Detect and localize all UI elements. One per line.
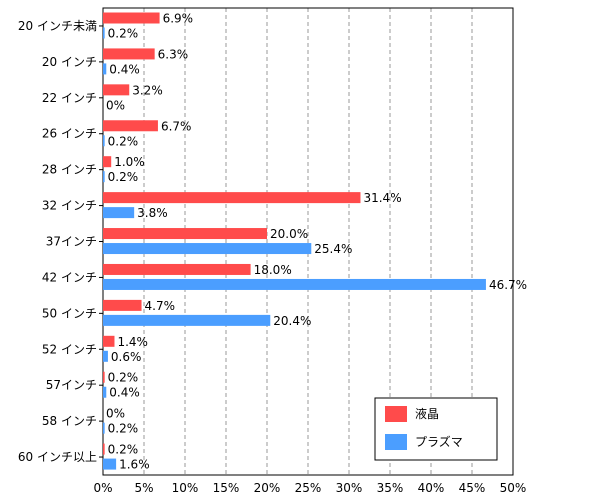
data-label: 1.6% — [119, 458, 149, 472]
x-tick-label: 5% — [134, 481, 153, 495]
x-tick-label: 0% — [93, 481, 112, 495]
bar — [103, 243, 312, 255]
bar — [103, 371, 105, 383]
category-label: 58 インチ — [42, 414, 97, 428]
legend-swatch — [385, 406, 407, 422]
x-tick-label: 25% — [295, 481, 322, 495]
data-label: 0.2% — [108, 170, 139, 184]
data-label: 0.6% — [111, 350, 142, 364]
data-label: 25.4% — [314, 242, 352, 256]
bar — [103, 171, 105, 183]
x-tick-label: 15% — [213, 481, 240, 495]
bar — [103, 299, 142, 311]
category-label: 32 インチ — [42, 199, 97, 213]
bar — [103, 84, 130, 96]
x-tick-label: 40% — [418, 481, 445, 495]
category-label: 42 インチ — [42, 270, 97, 284]
x-tick-label: 30% — [336, 481, 363, 495]
data-label: 4.7% — [145, 299, 176, 313]
data-label: 20.0% — [270, 227, 308, 241]
bar — [103, 192, 361, 204]
bar — [103, 458, 117, 470]
legend-label: 液晶 — [415, 406, 439, 421]
category-label: 20 インチ未満 — [18, 19, 97, 33]
data-label: 46.7% — [489, 278, 527, 292]
data-label: 0% — [106, 407, 125, 421]
bar — [103, 228, 267, 240]
bar — [103, 443, 105, 455]
bar — [103, 207, 135, 219]
x-tick-label: 20% — [254, 481, 281, 495]
x-tick-label: 45% — [459, 481, 486, 495]
bar — [103, 335, 115, 347]
data-label: 0.4% — [109, 62, 140, 76]
bar — [103, 156, 112, 168]
bar — [103, 422, 105, 434]
bar — [103, 120, 158, 132]
category-label: 50 インチ — [42, 306, 97, 320]
data-label: 1.0% — [114, 155, 145, 169]
bar — [103, 63, 107, 75]
data-label: 0.2% — [108, 27, 139, 41]
data-label: 6.3% — [158, 47, 189, 61]
data-label: 6.7% — [161, 119, 192, 133]
legend-swatch — [385, 434, 407, 450]
category-label: 20 インチ — [42, 55, 97, 69]
bar — [103, 12, 160, 24]
category-label: 57インチ — [46, 378, 97, 392]
data-label: 0.2% — [108, 422, 139, 436]
data-label: 0.4% — [109, 386, 140, 400]
category-label: 37インチ — [46, 235, 97, 249]
x-tick-label: 50% — [500, 481, 527, 495]
x-tick-label: 10% — [172, 481, 199, 495]
data-label: 0.2% — [108, 443, 139, 457]
bar — [103, 263, 251, 275]
bar — [103, 135, 105, 147]
category-label: 60 インチ以上 — [18, 450, 97, 464]
data-label: 3.8% — [137, 206, 168, 220]
data-label: 0.2% — [108, 134, 139, 148]
bar — [103, 278, 486, 290]
data-label: 0.2% — [108, 371, 139, 385]
bar — [103, 350, 108, 362]
bar — [103, 48, 155, 60]
category-label: 22 インチ — [42, 91, 97, 105]
bar — [103, 386, 107, 398]
data-label: 20.4% — [273, 314, 311, 328]
category-label: 52 インチ — [42, 342, 97, 356]
data-label: 31.4% — [363, 191, 401, 205]
bar — [103, 314, 271, 326]
bar — [103, 27, 105, 39]
x-tick-label: 35% — [377, 481, 404, 495]
category-label: 28 インチ — [42, 163, 97, 177]
data-label: 6.9% — [163, 12, 194, 26]
category-label: 26 インチ — [42, 127, 97, 141]
data-label: 0% — [106, 98, 125, 112]
legend-label: プラズマ — [415, 434, 463, 449]
data-label: 18.0% — [254, 263, 292, 277]
data-label: 3.2% — [132, 83, 163, 97]
data-label: 1.4% — [117, 335, 148, 349]
